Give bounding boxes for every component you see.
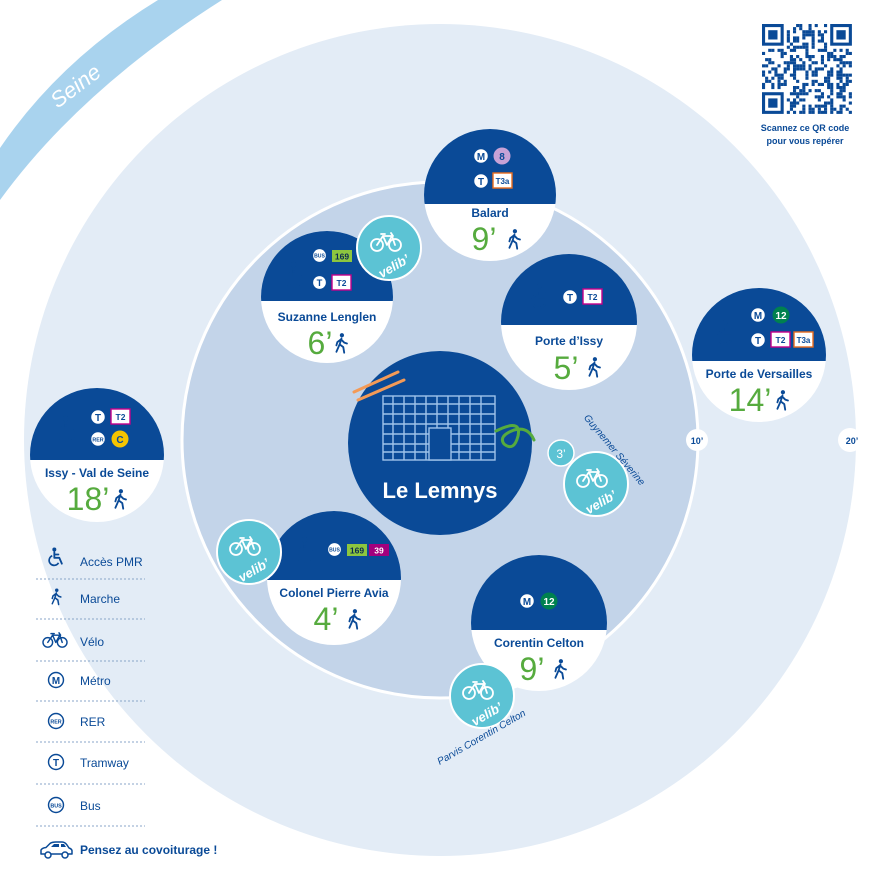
rer-icon <box>89 430 107 448</box>
bike-icon <box>42 632 68 648</box>
svg-text:T2: T2 <box>116 412 126 422</box>
svg-text:Marche: Marche <box>80 592 120 606</box>
velib-walk-time-badge: 3’ <box>547 439 575 467</box>
legend-item: Bus <box>36 796 145 827</box>
station-name: Balard <box>471 206 508 220</box>
svg-text:Accès PMR: Accès PMR <box>80 555 143 569</box>
walk-time: 9’ <box>520 651 545 687</box>
car-icon <box>40 841 73 859</box>
svg-text:8: 8 <box>499 152 505 163</box>
svg-text:3’: 3’ <box>556 447 565 461</box>
tram-icon <box>561 288 579 306</box>
walk-time: 4’ <box>314 601 339 637</box>
walk-time: 18’ <box>67 481 110 517</box>
metro-icon <box>749 306 767 324</box>
line-12-badge: 12 <box>772 306 790 324</box>
svg-text:169: 169 <box>350 546 364 556</box>
metro-icon <box>472 147 490 165</box>
seine-river <box>0 0 222 200</box>
center-label: Le Lemnys <box>383 478 498 503</box>
line-t2-badge: T2 <box>582 288 603 305</box>
ring-marker-10: 10’ <box>686 429 708 451</box>
line-t2-badge: T2 <box>110 408 131 425</box>
station-name: Porte d’Issy <box>535 334 603 348</box>
tram-icon <box>89 408 107 426</box>
station-porte-d-issy[interactable]: T2 Porte d’Issy 5’ <box>495 250 645 390</box>
line-8-badge: 8 <box>493 147 511 165</box>
metro-icon <box>47 671 65 689</box>
line-39-badge: 39 <box>369 544 389 556</box>
building-icon <box>382 395 496 461</box>
legend-item: Marche <box>36 587 145 620</box>
svg-text:Tramway: Tramway <box>80 756 129 770</box>
center-le-lemnys: Le Lemnys <box>348 351 536 535</box>
bus-icon <box>47 796 65 814</box>
svg-text:Vélo: Vélo <box>80 635 104 649</box>
station-colonel-pierre-avia[interactable]: 169 39 Colonel Pierre Avia 4’ <box>262 508 407 645</box>
station-name: Suzanne Lenglen <box>278 310 377 324</box>
legend-carpool: Pensez au covoiturage ! <box>40 841 217 859</box>
line-t2-badge: T2 <box>770 331 791 348</box>
line-169-badge: 169 <box>347 544 367 556</box>
tram-icon <box>472 172 490 190</box>
svg-text:12: 12 <box>543 597 555 608</box>
walk-time: 5’ <box>554 350 579 386</box>
svg-text:Pensez au covoiturage !: Pensez au covoiturage ! <box>80 843 217 857</box>
velib-station-suzanne[interactable]: velib’ <box>356 215 422 281</box>
svg-text:10’: 10’ <box>691 436 704 446</box>
line-12-badge: 12 <box>540 592 558 610</box>
walk-time: 6’ <box>308 325 333 361</box>
svg-text:T2: T2 <box>588 292 598 302</box>
svg-text:T3a: T3a <box>797 336 811 345</box>
svg-text:Bus: Bus <box>80 799 101 813</box>
svg-text:20’: 20’ <box>846 436 859 446</box>
svg-text:RER: RER <box>80 715 106 729</box>
legend-item: RER <box>36 712 145 743</box>
svg-text:39: 39 <box>374 546 384 556</box>
legend: Accès PMR Marche Vélo Métro RER Tramway <box>36 546 217 859</box>
station-name: Colonel Pierre Avia <box>279 586 388 600</box>
station-name: Porte de Versailles <box>706 367 813 381</box>
tram-icon <box>311 274 328 291</box>
line-t3a-badge: T3a <box>492 172 513 189</box>
line-169-badge: 169 <box>332 250 352 262</box>
svg-text:T3a: T3a <box>496 177 510 186</box>
svg-text:Métro: Métro <box>80 674 111 688</box>
line-c-badge: C <box>111 430 129 448</box>
station-name: Issy - Val de Seine <box>45 466 149 480</box>
tram-icon <box>47 753 65 771</box>
tram-icon <box>749 331 767 349</box>
svg-text:T2: T2 <box>337 278 347 288</box>
metro-icon <box>518 592 536 610</box>
legend-item: Métro <box>36 671 145 702</box>
legend-item: Vélo <box>36 632 145 662</box>
bus-icon <box>311 247 328 264</box>
line-t2-badge: T2 <box>331 274 352 291</box>
walk-time: 14’ <box>729 382 772 418</box>
line-t3a-badge: T3a <box>793 331 814 348</box>
bus-icon <box>326 541 343 558</box>
svg-text:169: 169 <box>335 252 349 262</box>
qr-caption-line2: pour vous repérer <box>766 136 844 146</box>
svg-text:12: 12 <box>775 311 787 322</box>
qr-caption-line1: Scannez ce QR code <box>761 123 850 133</box>
svg-text:T2: T2 <box>776 335 786 345</box>
svg-text:C: C <box>116 435 123 446</box>
qr-code[interactable] <box>760 22 854 116</box>
legend-item: Accès PMR <box>36 546 145 580</box>
station-name: Corentin Celton <box>494 636 584 650</box>
ring-marker-20: 20’ <box>838 428 862 452</box>
legend-item: Tramway <box>36 753 145 785</box>
velib-station-colonel[interactable]: velib’ <box>216 519 282 585</box>
walk-time: 9’ <box>472 221 497 257</box>
rer-icon <box>47 712 65 730</box>
